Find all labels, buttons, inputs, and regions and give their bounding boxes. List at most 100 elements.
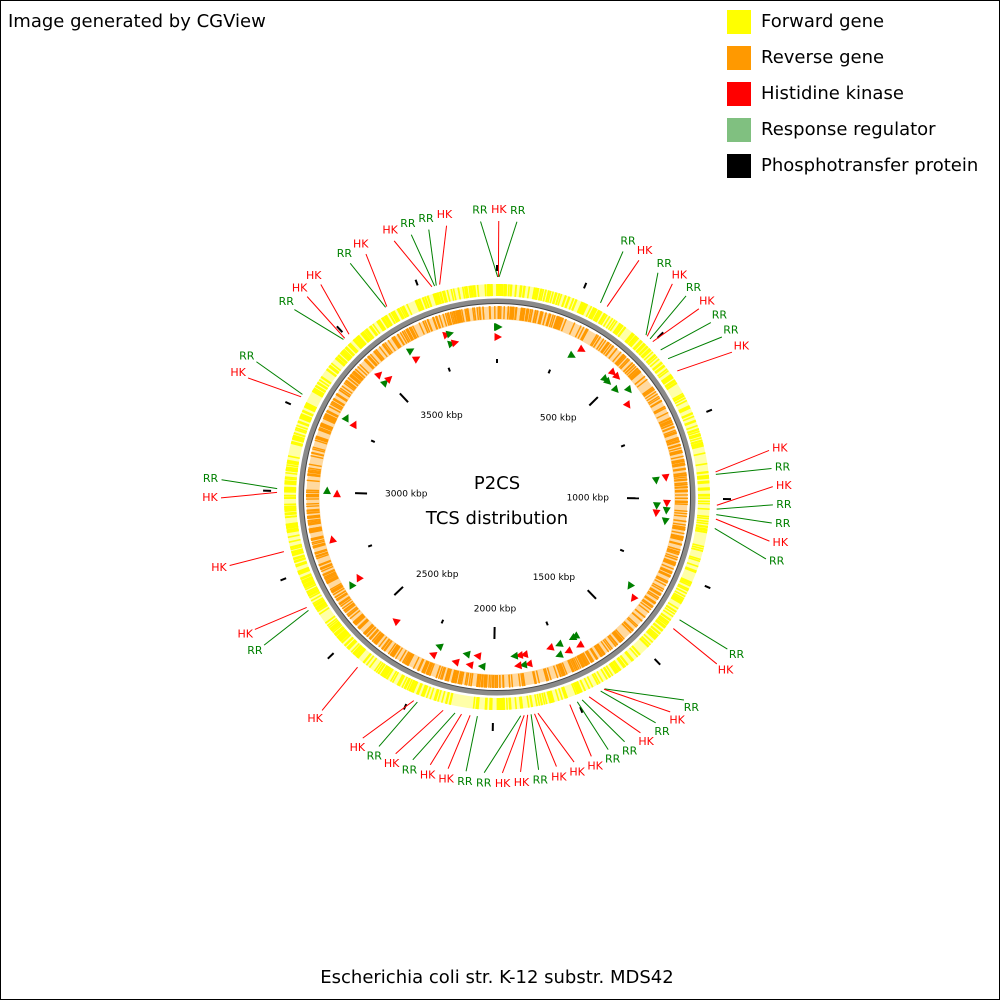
feature-label: RR <box>775 517 791 530</box>
tick-label: 1500 kbp <box>533 573 576 583</box>
feature-label: HK <box>353 237 369 250</box>
reverse-gene <box>452 670 458 684</box>
reverse-gene <box>640 601 652 611</box>
feature-label: RR <box>418 212 434 225</box>
feature-label: RR <box>400 217 416 230</box>
forward-gene <box>301 410 314 417</box>
feature-label: HK <box>514 776 530 789</box>
reverse-gene <box>363 624 374 635</box>
reverse-gene <box>454 670 459 684</box>
feature-glyph <box>630 593 639 602</box>
forward-gene <box>295 562 308 568</box>
forward-gene <box>350 642 360 653</box>
reverse-gene <box>641 599 653 609</box>
feature-label: RR <box>203 472 219 485</box>
label-connector <box>254 606 307 630</box>
label-connector <box>321 666 358 711</box>
reverse-gene <box>556 664 562 678</box>
feature-label: HK <box>495 777 511 790</box>
forward-gene <box>658 614 670 624</box>
forward-gene <box>664 379 676 388</box>
feature-label: RR <box>402 763 418 776</box>
label-connector <box>410 234 436 287</box>
feature-glyph <box>332 489 341 498</box>
reverse-gene <box>584 651 593 664</box>
forward-gene <box>294 428 307 435</box>
reverse-gene <box>574 656 582 669</box>
reverse-gene <box>649 588 661 597</box>
forward-gene <box>696 521 709 525</box>
forward-gene <box>421 684 428 697</box>
reverse-gene <box>535 670 541 684</box>
feature-glyph <box>329 535 338 544</box>
label-connector <box>646 283 673 337</box>
forward-gene <box>343 348 353 359</box>
forward-gene <box>298 569 311 576</box>
reverse-gene <box>510 306 513 320</box>
forward-gene <box>284 509 297 512</box>
forward-gene <box>285 466 299 470</box>
forward-gene <box>505 284 508 297</box>
reverse-gene <box>334 590 347 599</box>
forward-gene <box>671 595 683 603</box>
forward-gene <box>433 688 439 701</box>
forward-gene <box>696 474 709 478</box>
forward-gene <box>346 638 356 649</box>
forward-gene <box>295 427 308 433</box>
label-connector <box>520 714 529 773</box>
reverse-gene <box>589 648 598 661</box>
forward-gene <box>310 594 322 602</box>
forward-gene <box>685 566 697 572</box>
forward-gene <box>636 343 646 353</box>
forward-gene <box>434 689 440 702</box>
feature-label: RR <box>775 460 791 473</box>
reverse-gene <box>392 336 401 349</box>
reverse-gene <box>344 380 356 390</box>
feature-glyph <box>514 661 522 670</box>
reverse-gene <box>520 307 524 321</box>
feature-label: RR <box>729 648 745 661</box>
forward-gene <box>440 690 446 703</box>
forward-gene <box>624 651 634 662</box>
feature-glyph <box>380 379 389 388</box>
forward-gene <box>691 441 704 447</box>
forward-gene <box>317 381 329 390</box>
forward-gene <box>314 599 326 608</box>
forward-gene <box>377 319 386 331</box>
forward-gene <box>297 420 310 427</box>
forward-gene <box>417 298 424 311</box>
reverse-gene <box>483 674 486 688</box>
forward-gene <box>571 298 578 311</box>
forward-gene <box>320 375 332 385</box>
forward-gene <box>284 512 297 516</box>
forward-gene <box>401 306 409 318</box>
reverse-gene <box>434 315 441 329</box>
reverse-gene <box>310 536 324 542</box>
reverse-gene <box>467 308 471 322</box>
forward-gene <box>285 469 298 473</box>
forward-gene <box>681 412 693 419</box>
forward-gene <box>284 477 297 481</box>
forward-gene <box>647 628 658 638</box>
forward-gene <box>596 670 604 683</box>
reverse-gene <box>347 377 359 387</box>
reverse-gene <box>546 667 552 681</box>
forward-gene <box>472 285 476 298</box>
reverse-gene <box>488 674 491 688</box>
feature-label: RR <box>367 749 383 762</box>
reverse-gene <box>407 654 415 667</box>
reverse-gene <box>336 593 348 602</box>
forward-gene <box>518 696 522 709</box>
reverse-gene <box>311 539 325 544</box>
feature-glyph <box>374 371 383 380</box>
reverse-gene <box>649 587 662 595</box>
forward-gene <box>658 369 669 379</box>
forward-gene <box>672 593 684 602</box>
forward-gene <box>508 697 511 710</box>
forward-gene <box>415 299 422 312</box>
reverse-gene <box>674 479 688 482</box>
outer-minor-tick <box>284 401 292 406</box>
forward-gene <box>356 336 366 347</box>
forward-gene <box>290 545 303 551</box>
